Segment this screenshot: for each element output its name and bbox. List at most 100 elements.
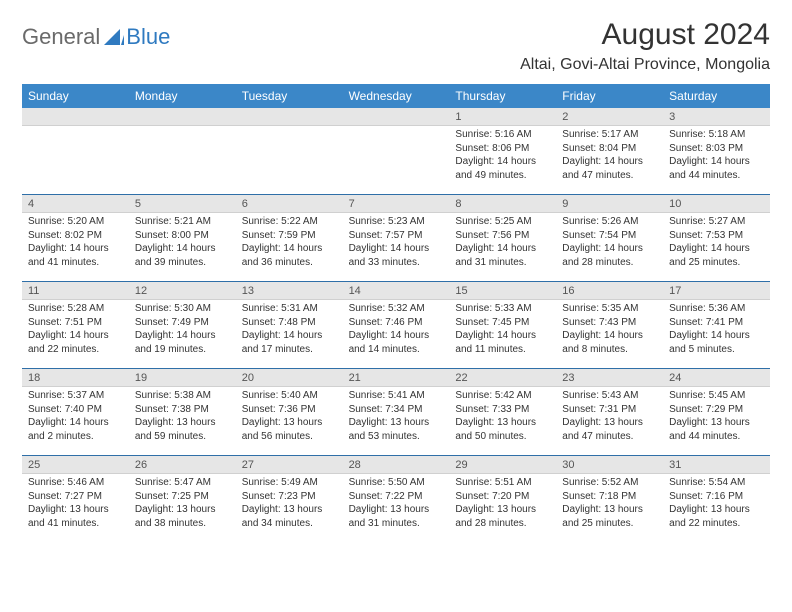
- daylight-text: Daylight: 14 hours: [135, 242, 230, 256]
- sunrise-text: Sunrise: 5:18 AM: [669, 128, 764, 142]
- day-body: Sunrise: 5:41 AMSunset: 7:34 PMDaylight:…: [343, 387, 450, 447]
- day-body: Sunrise: 5:46 AMSunset: 7:27 PMDaylight:…: [22, 474, 129, 534]
- day-number: 17: [663, 282, 770, 299]
- sunset-text: Sunset: 7:36 PM: [242, 403, 337, 417]
- day-number-stripe: 1: [449, 108, 556, 126]
- day-cell: 14Sunrise: 5:32 AMSunset: 7:46 PMDayligh…: [343, 282, 450, 368]
- daylight-text: Daylight: 13 hours: [349, 416, 444, 430]
- sunrise-text: Sunrise: 5:27 AM: [669, 215, 764, 229]
- day-body: Sunrise: 5:45 AMSunset: 7:29 PMDaylight:…: [663, 387, 770, 447]
- day-cell: [129, 108, 236, 194]
- sunset-text: Sunset: 7:25 PM: [135, 490, 230, 504]
- weekday-sunday: Sunday: [22, 84, 129, 108]
- daylight-text: and 36 minutes.: [242, 256, 337, 270]
- day-body: Sunrise: 5:40 AMSunset: 7:36 PMDaylight:…: [236, 387, 343, 447]
- daylight-text: Daylight: 14 hours: [562, 242, 657, 256]
- daylight-text: Daylight: 14 hours: [562, 329, 657, 343]
- sunset-text: Sunset: 7:54 PM: [562, 229, 657, 243]
- sunrise-text: Sunrise: 5:40 AM: [242, 389, 337, 403]
- day-number-stripe: 28: [343, 456, 450, 474]
- day-body: Sunrise: 5:17 AMSunset: 8:04 PMDaylight:…: [556, 126, 663, 186]
- day-cell: 30Sunrise: 5:52 AMSunset: 7:18 PMDayligh…: [556, 456, 663, 542]
- sunrise-text: Sunrise: 5:22 AM: [242, 215, 337, 229]
- daylight-text: and 56 minutes.: [242, 430, 337, 444]
- daylight-text: and 25 minutes.: [562, 517, 657, 531]
- daylight-text: Daylight: 13 hours: [562, 503, 657, 517]
- day-number: 21: [343, 369, 450, 386]
- daylight-text: Daylight: 13 hours: [562, 416, 657, 430]
- day-cell: 31Sunrise: 5:54 AMSunset: 7:16 PMDayligh…: [663, 456, 770, 542]
- day-body: Sunrise: 5:16 AMSunset: 8:06 PMDaylight:…: [449, 126, 556, 186]
- day-cell: 3Sunrise: 5:18 AMSunset: 8:03 PMDaylight…: [663, 108, 770, 194]
- daylight-text: Daylight: 14 hours: [669, 242, 764, 256]
- daylight-text: Daylight: 14 hours: [669, 329, 764, 343]
- weekday-tuesday: Tuesday: [236, 84, 343, 108]
- day-number-stripe: [129, 108, 236, 126]
- daylight-text: and 41 minutes.: [28, 517, 123, 531]
- day-number: 19: [129, 369, 236, 386]
- day-cell: [236, 108, 343, 194]
- sunrise-text: Sunrise: 5:46 AM: [28, 476, 123, 490]
- sunset-text: Sunset: 8:04 PM: [562, 142, 657, 156]
- day-number: 14: [343, 282, 450, 299]
- day-number: 31: [663, 456, 770, 473]
- day-body: Sunrise: 5:47 AMSunset: 7:25 PMDaylight:…: [129, 474, 236, 534]
- logo: General Blue: [22, 24, 170, 50]
- day-number: 20: [236, 369, 343, 386]
- daylight-text: and 31 minutes.: [455, 256, 550, 270]
- sunset-text: Sunset: 8:06 PM: [455, 142, 550, 156]
- daylight-text: and 28 minutes.: [562, 256, 657, 270]
- sunrise-text: Sunrise: 5:28 AM: [28, 302, 123, 316]
- day-body: Sunrise: 5:38 AMSunset: 7:38 PMDaylight:…: [129, 387, 236, 447]
- day-number-stripe: 25: [22, 456, 129, 474]
- weekday-thursday: Thursday: [449, 84, 556, 108]
- calendar-page: General Blue August 2024 Altai, Govi-Alt…: [0, 0, 792, 560]
- daylight-text: Daylight: 14 hours: [455, 155, 550, 169]
- day-number: 10: [663, 195, 770, 212]
- day-number: 9: [556, 195, 663, 212]
- day-number-stripe: 13: [236, 282, 343, 300]
- day-body: Sunrise: 5:51 AMSunset: 7:20 PMDaylight:…: [449, 474, 556, 534]
- daylight-text: and 31 minutes.: [349, 517, 444, 531]
- sunrise-text: Sunrise: 5:31 AM: [242, 302, 337, 316]
- day-cell: 22Sunrise: 5:42 AMSunset: 7:33 PMDayligh…: [449, 369, 556, 455]
- weekday-friday: Friday: [556, 84, 663, 108]
- day-number: 15: [449, 282, 556, 299]
- day-body: Sunrise: 5:23 AMSunset: 7:57 PMDaylight:…: [343, 213, 450, 273]
- day-number: 24: [663, 369, 770, 386]
- sunset-text: Sunset: 7:48 PM: [242, 316, 337, 330]
- daylight-text: and 44 minutes.: [669, 169, 764, 183]
- sunrise-text: Sunrise: 5:52 AM: [562, 476, 657, 490]
- daylight-text: Daylight: 14 hours: [349, 242, 444, 256]
- day-number-stripe: 10: [663, 195, 770, 213]
- sunrise-text: Sunrise: 5:51 AM: [455, 476, 550, 490]
- day-number-stripe: [236, 108, 343, 126]
- day-cell: [343, 108, 450, 194]
- sunrise-text: Sunrise: 5:41 AM: [349, 389, 444, 403]
- daylight-text: Daylight: 14 hours: [669, 155, 764, 169]
- day-number: 22: [449, 369, 556, 386]
- daylight-text: and 47 minutes.: [562, 169, 657, 183]
- daylight-text: and 22 minutes.: [669, 517, 764, 531]
- daylight-text: and 50 minutes.: [455, 430, 550, 444]
- day-number-stripe: 6: [236, 195, 343, 213]
- day-cell: 12Sunrise: 5:30 AMSunset: 7:49 PMDayligh…: [129, 282, 236, 368]
- day-number-stripe: 8: [449, 195, 556, 213]
- sunrise-text: Sunrise: 5:38 AM: [135, 389, 230, 403]
- daylight-text: and 5 minutes.: [669, 343, 764, 357]
- sunset-text: Sunset: 7:59 PM: [242, 229, 337, 243]
- daylight-text: Daylight: 13 hours: [242, 416, 337, 430]
- day-body: Sunrise: 5:36 AMSunset: 7:41 PMDaylight:…: [663, 300, 770, 360]
- day-body: Sunrise: 5:54 AMSunset: 7:16 PMDaylight:…: [663, 474, 770, 534]
- day-number: 11: [22, 282, 129, 299]
- sunset-text: Sunset: 7:57 PM: [349, 229, 444, 243]
- day-number: 28: [343, 456, 450, 473]
- week-row: 4Sunrise: 5:20 AMSunset: 8:02 PMDaylight…: [22, 195, 770, 282]
- sunrise-text: Sunrise: 5:45 AM: [669, 389, 764, 403]
- day-body: Sunrise: 5:52 AMSunset: 7:18 PMDaylight:…: [556, 474, 663, 534]
- day-body: Sunrise: 5:26 AMSunset: 7:54 PMDaylight:…: [556, 213, 663, 273]
- daylight-text: Daylight: 13 hours: [455, 416, 550, 430]
- day-body: Sunrise: 5:42 AMSunset: 7:33 PMDaylight:…: [449, 387, 556, 447]
- daylight-text: and 47 minutes.: [562, 430, 657, 444]
- day-cell: 5Sunrise: 5:21 AMSunset: 8:00 PMDaylight…: [129, 195, 236, 281]
